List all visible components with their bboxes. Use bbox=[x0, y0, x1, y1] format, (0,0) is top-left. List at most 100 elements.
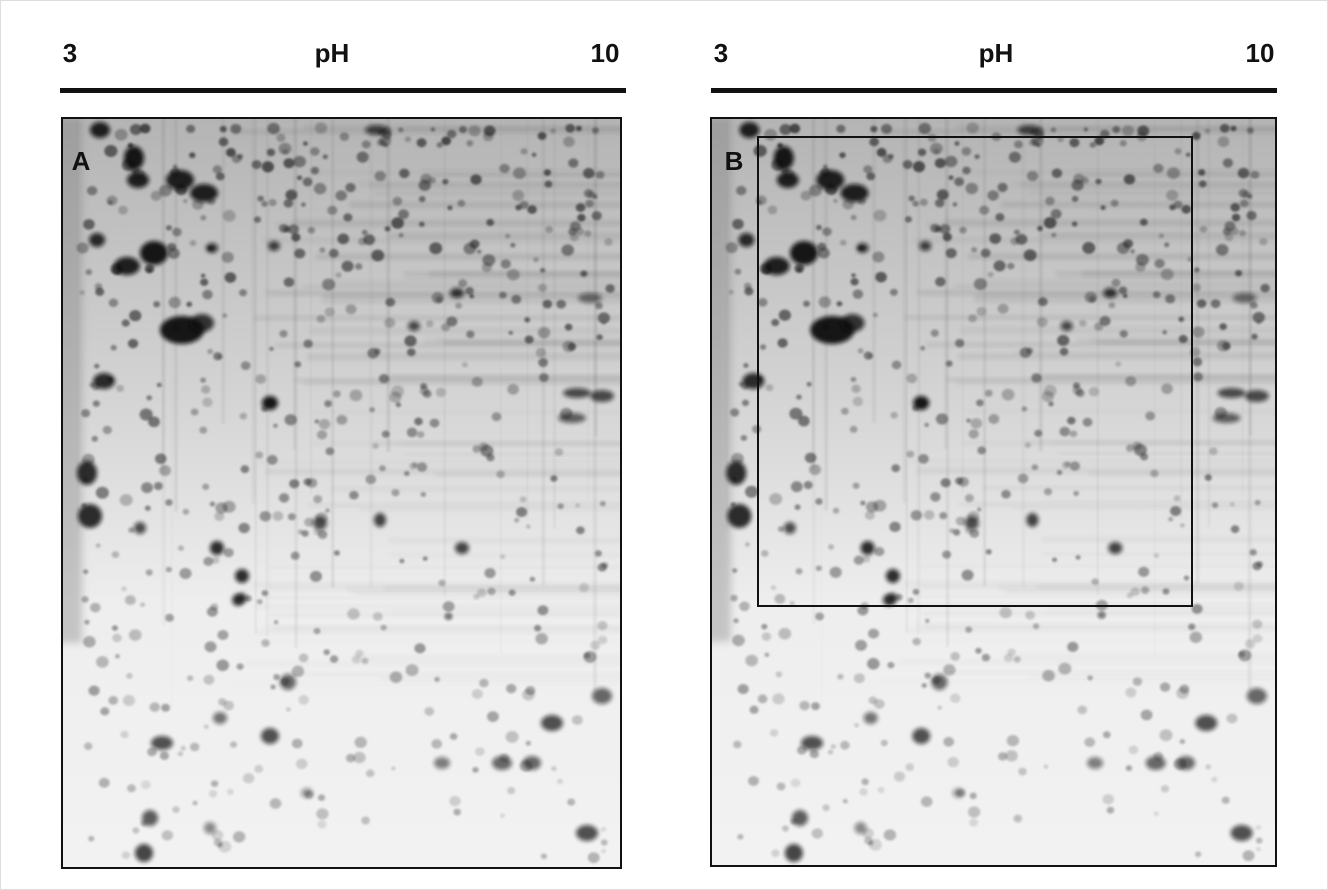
protein-spot bbox=[600, 826, 607, 832]
protein-spot bbox=[737, 833, 744, 840]
protein-spot bbox=[268, 241, 280, 251]
protein-spot bbox=[769, 493, 783, 505]
protein-spot bbox=[120, 730, 129, 739]
streak bbox=[958, 353, 1276, 360]
protein-spot bbox=[313, 495, 323, 504]
protein-spot bbox=[492, 756, 512, 770]
protein-spot bbox=[218, 137, 229, 147]
protein-spot bbox=[295, 758, 308, 770]
protein-spot bbox=[1160, 785, 1170, 793]
ph-start: 3 bbox=[714, 38, 728, 68]
protein-spot bbox=[189, 742, 200, 752]
protein-spot bbox=[1251, 333, 1258, 340]
protein-spot bbox=[513, 167, 526, 180]
protein-spot bbox=[149, 702, 160, 712]
protein-spot bbox=[1128, 745, 1139, 755]
protein-spot bbox=[860, 500, 866, 506]
streak bbox=[267, 118, 269, 516]
protein-spot bbox=[115, 654, 120, 659]
protein-spot bbox=[1125, 376, 1137, 387]
protein-spot bbox=[789, 241, 818, 265]
protein-spot bbox=[121, 586, 127, 592]
protein-spot bbox=[121, 851, 131, 859]
ph-end: 10 bbox=[1246, 38, 1275, 68]
protein-spot bbox=[505, 233, 511, 239]
protein-spot bbox=[1231, 213, 1241, 222]
protein-spot bbox=[1091, 578, 1099, 585]
protein-spot bbox=[930, 329, 939, 337]
protein-spot bbox=[1031, 373, 1042, 383]
protein-spot bbox=[567, 798, 576, 806]
protein-spot bbox=[880, 739, 888, 747]
protein-spot bbox=[1034, 429, 1043, 437]
protein-spot bbox=[383, 143, 388, 148]
streak bbox=[872, 118, 876, 424]
region-box bbox=[757, 136, 1193, 607]
protein-spot bbox=[1222, 342, 1231, 351]
protein-spot bbox=[1256, 846, 1261, 852]
protein-spot bbox=[771, 318, 780, 327]
protein-spot bbox=[236, 663, 244, 670]
protein-spot bbox=[207, 348, 214, 355]
protein-spot bbox=[343, 213, 353, 222]
protein-spot bbox=[583, 650, 597, 663]
protein-spot bbox=[266, 454, 278, 465]
protein-spot bbox=[912, 728, 931, 744]
protein-spot bbox=[213, 712, 227, 724]
protein-spot bbox=[880, 123, 893, 134]
protein-spot bbox=[1230, 525, 1240, 534]
protein-spot bbox=[1119, 140, 1127, 147]
protein-spot bbox=[902, 160, 913, 170]
protein-spot bbox=[541, 715, 563, 731]
protein-spot bbox=[398, 232, 404, 238]
protein-spot bbox=[867, 628, 880, 639]
protein-spot bbox=[1140, 709, 1153, 721]
streak bbox=[221, 118, 226, 425]
protein-spot bbox=[438, 579, 446, 587]
protein-spot bbox=[294, 248, 306, 259]
protein-spot bbox=[568, 158, 579, 168]
protein-spot bbox=[1077, 705, 1088, 715]
protein-spot bbox=[422, 389, 432, 398]
protein-spot bbox=[161, 830, 174, 841]
protein-spot bbox=[507, 786, 516, 795]
protein-spot bbox=[374, 170, 386, 182]
protein-spot bbox=[887, 661, 895, 669]
protein-spot bbox=[1116, 242, 1130, 254]
protein-spot bbox=[1031, 464, 1039, 471]
protein-spot bbox=[471, 376, 483, 387]
protein-spot bbox=[232, 831, 246, 843]
protein-spot bbox=[450, 288, 464, 298]
protein-spot bbox=[332, 390, 341, 398]
streak bbox=[811, 118, 816, 624]
streak bbox=[913, 237, 1276, 243]
protein-spot bbox=[1008, 151, 1021, 163]
protein-spot bbox=[371, 249, 385, 262]
protein-spot bbox=[372, 612, 383, 621]
protein-spot bbox=[980, 248, 991, 258]
protein-spot bbox=[395, 402, 402, 408]
protein-spot bbox=[525, 740, 532, 746]
streak bbox=[983, 118, 987, 587]
protein-spot bbox=[741, 399, 750, 407]
protein-spot bbox=[254, 764, 264, 773]
protein-spot bbox=[1138, 566, 1150, 577]
protein-spot bbox=[1173, 200, 1183, 209]
protein-spot bbox=[527, 205, 537, 214]
protein-spot bbox=[474, 747, 485, 756]
protein-spot bbox=[1161, 383, 1173, 394]
protein-spot bbox=[931, 674, 948, 690]
protein-spot bbox=[948, 175, 954, 181]
protein-spot bbox=[730, 594, 738, 602]
protein-spot bbox=[435, 387, 447, 398]
protein-spot bbox=[230, 123, 242, 134]
protein-spot bbox=[1067, 641, 1079, 652]
protein-spot bbox=[975, 647, 982, 654]
protein-spot bbox=[302, 141, 308, 146]
streak bbox=[254, 118, 257, 634]
panel-label: B bbox=[725, 146, 744, 176]
streak bbox=[916, 467, 1276, 474]
protein-spot bbox=[733, 740, 742, 749]
protein-spot bbox=[744, 542, 750, 547]
protein-spot bbox=[954, 177, 965, 187]
